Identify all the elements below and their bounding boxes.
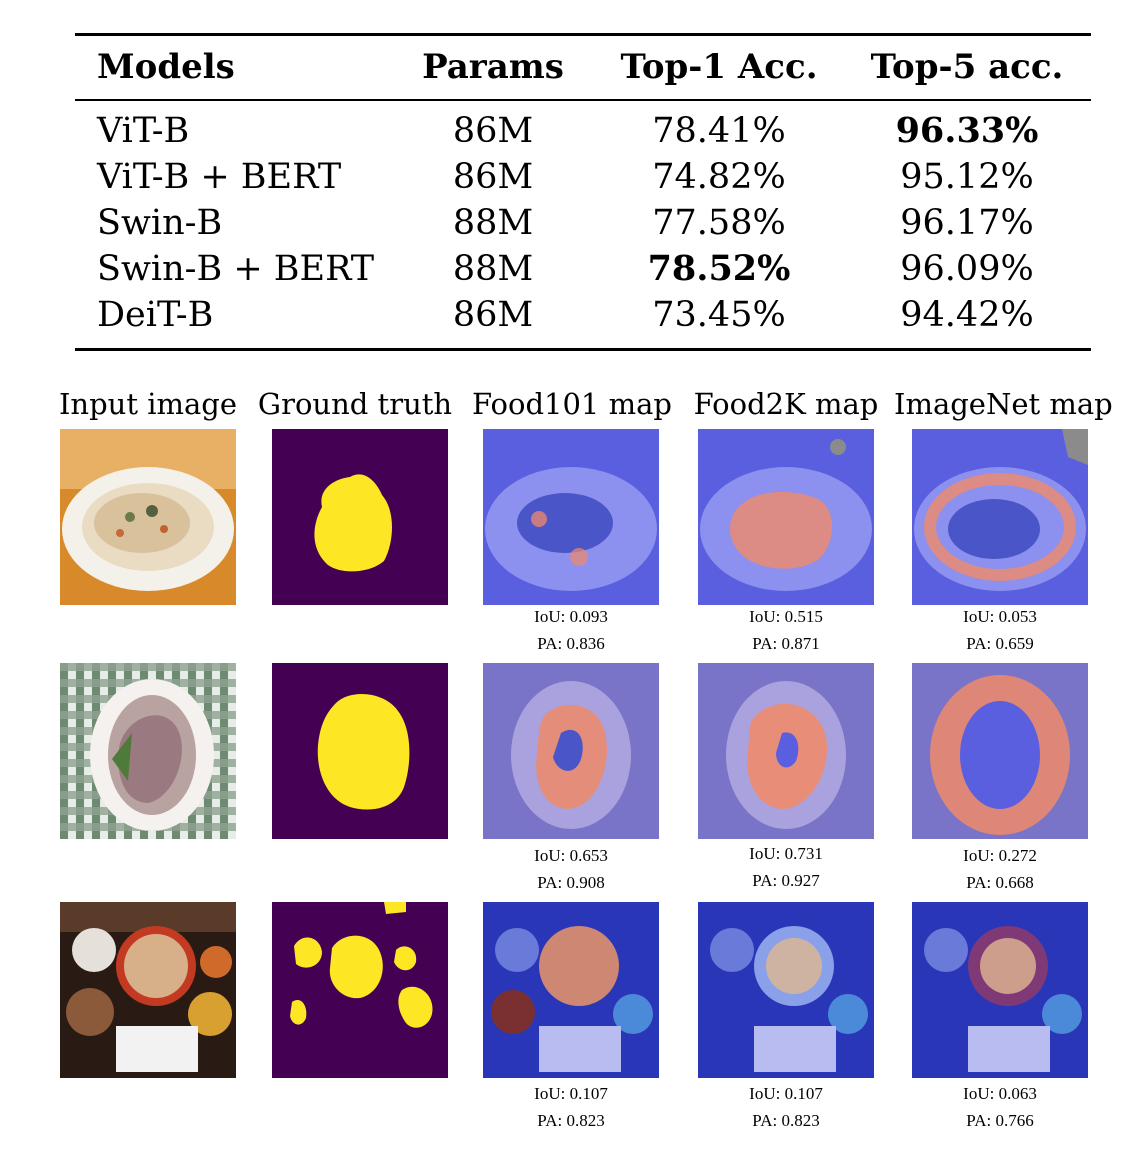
imagenet-attention-map [912,902,1088,1078]
row-top1: 78.41% [652,111,786,151]
iou-value: IoU: 0.063 [963,1084,1037,1103]
row-top5: 94.42% [900,295,1034,335]
iou-value: IoU: 0.653 [534,846,608,865]
ground-truth-mask [272,429,448,605]
iou-value: IoU: 0.515 [749,607,823,626]
row-top5: 95.12% [900,157,1034,197]
food2k-attention-map [698,663,874,839]
iou-value: IoU: 0.053 [963,607,1037,626]
pa-value: PA: 0.668 [966,873,1034,892]
header-top1: Top-1 Acc. [620,47,818,87]
food2k-attention-map [698,429,874,605]
pa-value: PA: 0.659 [966,634,1034,653]
row-params: 86M [452,295,534,335]
row-params: 88M [452,249,534,289]
pa-value: PA: 0.871 [752,634,820,653]
food101-attention-map [483,429,659,605]
input-image-meal-tray [60,902,236,1078]
table-top-rule [75,33,1091,36]
row-top1: 73.45% [652,295,786,335]
row-model: Swin-B [97,203,223,243]
row-params: 88M [452,203,534,243]
iou-value: IoU: 0.272 [963,846,1037,865]
input-image-rice-bowl [60,429,236,605]
input-image-gingham-plate [60,663,236,839]
row-model: ViT-B + BERT [97,157,342,197]
row-model: Swin-B + BERT [97,249,375,289]
row-model: ViT-B [97,111,190,151]
iou-value: IoU: 0.731 [749,844,823,863]
iou-value: IoU: 0.107 [534,1084,608,1103]
col-title-imagenet: ImageNet map [894,387,1113,421]
pa-value: PA: 0.908 [537,873,605,892]
row-model: DeiT-B [97,295,214,335]
pa-value: PA: 0.823 [537,1111,605,1130]
imagenet-attention-map [912,663,1088,839]
col-title-ground-truth: Ground truth [257,387,453,421]
row-top5: 96.17% [900,203,1034,243]
row-top5-best: 96.33% [895,110,1039,151]
col-title-input: Input image [58,387,238,421]
table-bottom-rule [75,348,1091,351]
imagenet-attention-map [912,429,1088,605]
results-table: Models Params Top-1 Acc. Top-5 acc. ViT-… [75,33,1091,351]
row-top1: 77.58% [652,203,786,243]
ground-truth-mask [272,663,448,839]
row-params: 86M [452,111,534,151]
row-params: 86M [452,157,534,197]
row-top1: 74.82% [652,157,786,197]
food101-attention-map [483,663,659,839]
iou-value: IoU: 0.107 [749,1084,823,1103]
header-models: Models [97,47,235,87]
ground-truth-mask [272,902,448,1078]
food2k-attention-map [698,902,874,1078]
header-params: Params [422,47,564,87]
table-header-rule [75,99,1091,101]
pa-value: PA: 0.766 [966,1111,1034,1130]
col-title-food2k: Food2K map [693,387,879,421]
pa-value: PA: 0.836 [537,634,605,653]
food101-attention-map [483,902,659,1078]
header-top5: Top-5 acc. [870,47,1064,87]
row-top1-best: 78.52% [647,248,791,289]
pa-value: PA: 0.927 [752,871,820,890]
iou-value: IoU: 0.093 [534,607,608,626]
col-title-food101: Food101 map [472,387,672,421]
row-top5: 96.09% [900,249,1034,289]
pa-value: PA: 0.823 [752,1111,820,1130]
